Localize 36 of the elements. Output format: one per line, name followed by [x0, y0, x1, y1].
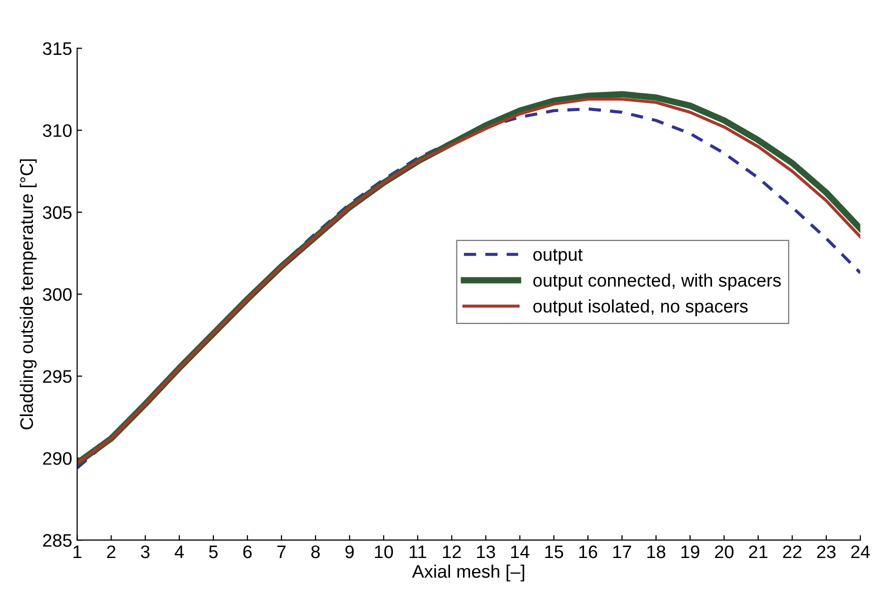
x-tick-label: 15: [545, 546, 564, 558]
x-tick-label: 24: [851, 545, 870, 558]
y-tick-label: 300: [42, 288, 72, 301]
x-tick-label: 18: [647, 545, 666, 558]
x-tick-label: 16: [579, 545, 598, 558]
y-tick-label: 290: [43, 452, 72, 465]
x-tick-label: 1: [74, 546, 82, 558]
x-axis-title: Axial mesh [–]: [412, 564, 524, 582]
y-tick-label: 315: [42, 42, 72, 56]
x-tick-label: 5: [209, 546, 218, 558]
x-tick-label: 3: [140, 545, 150, 558]
x-tick-label: 8: [311, 545, 320, 558]
x-tick-label: 4: [174, 546, 184, 558]
x-tick-label: 9: [345, 545, 354, 558]
x-tick-label: 7: [277, 546, 286, 558]
x-tick-label: 21: [749, 545, 768, 558]
x-tick-label: 17: [613, 546, 632, 558]
y-tick-label: 285: [43, 534, 72, 547]
x-tick-label: 23: [817, 545, 836, 558]
y-tick-label: 310: [42, 124, 72, 137]
x-tick-label: 11: [410, 546, 426, 558]
x-tick-label: 10: [374, 545, 393, 558]
y-tick-label: 305: [42, 206, 72, 219]
x-tick-label: 12: [443, 545, 461, 558]
x-tick-label: 2: [107, 545, 116, 558]
x-tick-label: 6: [243, 545, 252, 558]
x-tick-label: 19: [681, 545, 700, 558]
legend-label: output: [533, 249, 583, 264]
y-tick-label: 295: [43, 370, 72, 383]
legend-label: output connected, with spacers: [533, 273, 781, 290]
legend-label: output isolated, no spacers: [533, 299, 748, 316]
x-tick-label: 14: [511, 546, 530, 558]
y-axis-title: Cladding outside temperature [°C]: [20, 159, 37, 430]
x-tick-label: 13: [477, 545, 496, 558]
x-tick-label: 22: [783, 545, 802, 558]
x-tick-label: 20: [715, 545, 734, 558]
